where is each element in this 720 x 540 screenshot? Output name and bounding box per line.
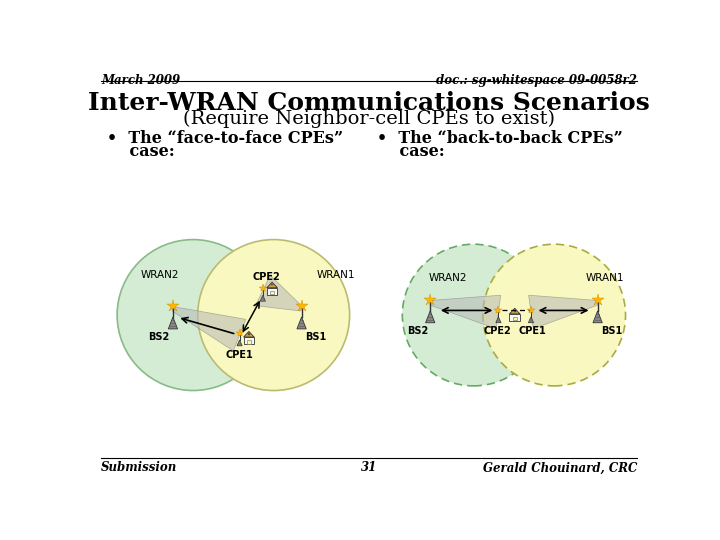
Polygon shape [248,333,250,335]
Polygon shape [528,295,598,329]
Text: Submission: Submission [101,461,177,474]
Text: BS2: BS2 [408,326,428,336]
Polygon shape [270,291,274,294]
Polygon shape [496,317,501,323]
Text: WRAN2: WRAN2 [140,270,179,280]
Polygon shape [237,340,242,346]
Text: case:: case: [377,143,444,160]
Polygon shape [267,288,277,295]
Text: •  The “back-to-back CPEs”: • The “back-to-back CPEs” [377,130,623,147]
Polygon shape [267,282,277,288]
Polygon shape [271,284,274,286]
Text: Inter-WRAN Communications Scenarios: Inter-WRAN Communications Scenarios [88,91,650,115]
Polygon shape [510,308,520,314]
Text: 31: 31 [361,461,377,474]
Text: BS1: BS1 [305,332,327,342]
Polygon shape [260,295,266,301]
Text: BS2: BS2 [148,332,169,342]
Circle shape [198,240,350,390]
Text: CPE1: CPE1 [518,326,546,336]
Text: CPE1: CPE1 [225,350,253,360]
Polygon shape [528,317,534,323]
Text: WRAN2: WRAN2 [428,273,467,283]
Polygon shape [430,295,500,329]
Polygon shape [297,317,306,329]
Text: March 2009: March 2009 [101,74,180,87]
Polygon shape [510,314,520,321]
Text: BS1: BS1 [600,326,622,336]
Text: •  The “face-to-face CPEs”: • The “face-to-face CPEs” [107,130,343,147]
Polygon shape [426,311,435,323]
Polygon shape [247,340,251,343]
Text: CPE2: CPE2 [483,326,510,336]
Circle shape [483,244,626,386]
Polygon shape [243,332,254,337]
Polygon shape [168,317,178,329]
Polygon shape [172,307,246,351]
Circle shape [117,240,269,390]
Text: case:: case: [107,143,175,160]
Text: (Require Neighbor-cell CPEs to exist): (Require Neighbor-cell CPEs to exist) [183,110,555,129]
Polygon shape [256,275,302,311]
Circle shape [402,244,545,386]
Text: Gerald Chouinard, CRC: Gerald Chouinard, CRC [483,461,637,474]
Polygon shape [514,310,516,312]
Text: WRAN1: WRAN1 [316,270,355,280]
Text: doc.: sg-whitespace 09-0058r2: doc.: sg-whitespace 09-0058r2 [436,74,637,87]
Polygon shape [593,311,602,323]
Polygon shape [243,337,254,345]
Text: CPE2: CPE2 [253,272,281,282]
Text: WRAN1: WRAN1 [585,273,624,283]
Polygon shape [513,317,517,320]
